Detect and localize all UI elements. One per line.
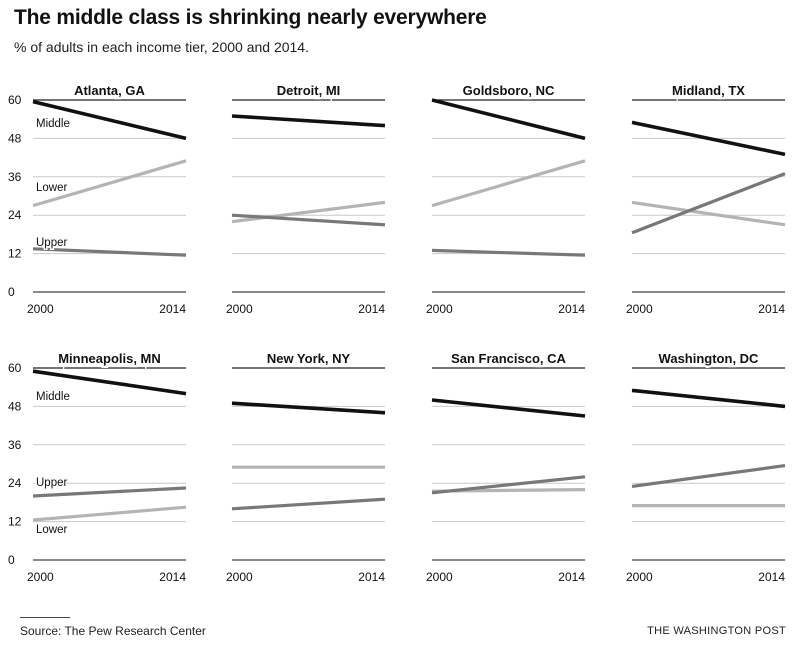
y-tick-label: 0: [8, 285, 15, 299]
panel-washington-dc: Washington, DC 2000 2014: [626, 349, 786, 585]
series-line-upper: [231, 213, 386, 227]
panel-title: New York, NY: [267, 351, 351, 366]
y-tick-label: 0: [8, 553, 15, 567]
source-note: Source: The Pew Research Center: [20, 624, 206, 638]
y-tick-label: 48: [8, 131, 22, 145]
panel-title: Minneapolis, MN: [58, 351, 161, 366]
panel-title: Washington, DC: [659, 351, 760, 366]
y-tick-label: 36: [8, 170, 22, 184]
x-tick-label: 2000: [626, 570, 653, 584]
series-line-upper: [231, 497, 386, 511]
series-line-upper: [32, 486, 187, 498]
x-tick-label: 2014: [758, 570, 785, 584]
series-line-middle: [231, 401, 386, 415]
series-label-upper: Upper: [36, 477, 67, 489]
panel-atlanta-ga: 0 12 24 36 48 60 Atlanta, GA 2000 2014 Middle Lowe…: [8, 81, 187, 316]
series-line-lower: [631, 200, 786, 227]
page-subtitle: % of adults in each income tier, 2000 an…: [14, 39, 309, 55]
panel-midland-tx: Midland, TX 2000 2014: [626, 81, 786, 316]
x-tick-label: 2000: [27, 570, 54, 584]
x-tick-label: 2014: [358, 570, 385, 584]
y-tick-label: 36: [8, 438, 22, 452]
y-tick-label: 12: [8, 515, 22, 529]
x-tick-label: 2000: [426, 302, 453, 316]
series-line-upper: [431, 248, 586, 257]
series-line-middle: [431, 98, 586, 141]
series-line-upper: [631, 464, 786, 488]
panel-detroit-mi: Detroit, MI 2000 2014: [226, 81, 386, 317]
series-line-upper: [32, 247, 187, 257]
x-tick-label: 2014: [358, 302, 385, 316]
series-line-middle: [231, 114, 386, 128]
series-line-middle: [431, 398, 586, 418]
y-tick-label: 24: [8, 476, 22, 490]
panel-title: San Francisco, CA: [451, 351, 566, 366]
y-tick-label: 12: [8, 247, 22, 261]
series-label-middle: Middle: [36, 391, 70, 403]
y-tick-label: 60: [8, 93, 22, 107]
panel-minneapolis-mn: 0 12 24 36 48 60 Minneapolis, MN 2000 2014 Middle…: [8, 349, 187, 585]
series-line-upper: [431, 475, 586, 495]
panel-goldsboro-nc: Goldsboro, NC 2000 2014: [426, 81, 586, 316]
x-tick-label: 2014: [558, 302, 585, 316]
x-tick-label: 2014: [159, 570, 186, 584]
panel-title: Atlanta, GA: [74, 83, 145, 98]
series-line-lower: [32, 505, 187, 522]
series-label-middle: Middle: [36, 118, 70, 130]
source-divider: [20, 617, 70, 618]
series-line-lower: [32, 159, 187, 208]
series-line-middle: [32, 99, 187, 141]
x-tick-label: 2000: [27, 302, 54, 316]
series-line-middle: [631, 388, 786, 409]
series-label-lower: Lower: [36, 524, 67, 536]
y-tick-label: 48: [8, 399, 22, 413]
y-tick-label: 24: [8, 208, 22, 222]
series-label-upper: Upper: [36, 237, 67, 249]
page-title: The middle class is shrinking nearly eve…: [14, 6, 487, 29]
panel-san-francisco-ca: San Francisco, CA 2000 2014: [426, 349, 586, 585]
series-label-lower: Lower: [36, 182, 67, 194]
panel-title: Detroit, MI: [277, 83, 341, 98]
series-line-middle: [32, 369, 187, 396]
x-tick-label: 2000: [626, 302, 653, 316]
panel-title: Midland, TX: [672, 83, 745, 98]
y-tick-label: 60: [8, 361, 22, 375]
x-tick-label: 2000: [426, 570, 453, 584]
panel-new-york-ny: New York, NY 2000 2014: [226, 349, 386, 585]
panel-title: Goldsboro, NC: [463, 83, 555, 98]
x-tick-label: 2014: [558, 570, 585, 584]
x-tick-label: 2000: [226, 570, 253, 584]
x-tick-label: 2014: [159, 302, 186, 316]
publisher-credit: THE WASHINGTON POST: [647, 625, 786, 637]
series-line-lower: [431, 159, 586, 208]
series-line-upper: [631, 172, 786, 235]
x-tick-label: 2014: [758, 302, 785, 316]
x-tick-label: 2000: [226, 302, 253, 316]
series-line-middle: [631, 120, 786, 157]
